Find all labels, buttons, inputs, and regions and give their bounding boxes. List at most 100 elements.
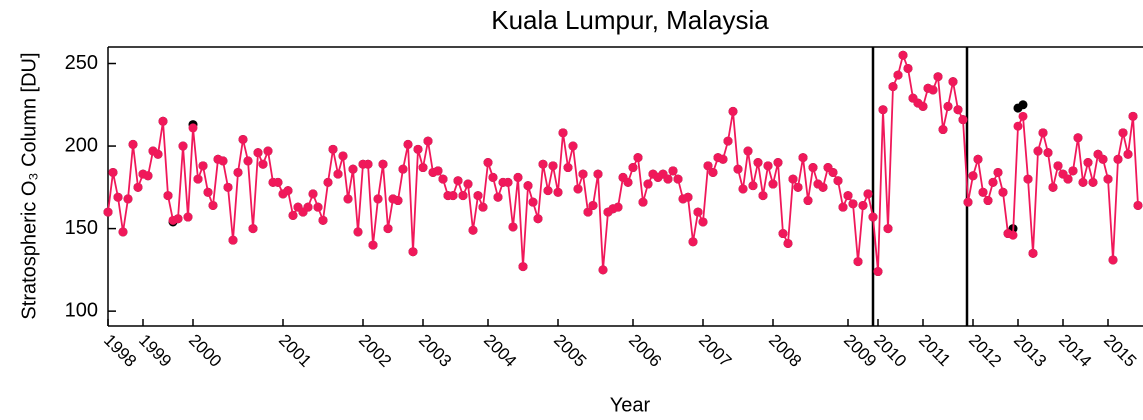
x-tick-label: 2006 [625, 331, 665, 371]
data-point [578, 169, 588, 179]
data-point [958, 115, 968, 125]
data-point [563, 163, 573, 173]
data-point [273, 177, 283, 187]
data-point [228, 235, 238, 245]
data-point [158, 116, 168, 126]
x-tick-label: 2005 [550, 331, 590, 371]
data-point [198, 161, 208, 171]
data-point [313, 202, 323, 212]
data-point [978, 187, 988, 197]
data-point [1068, 166, 1078, 176]
x-tick-label: 1999 [135, 331, 175, 371]
data-point [248, 224, 258, 234]
data-point [728, 106, 738, 116]
data-point [493, 192, 503, 202]
data-point [778, 229, 788, 239]
x-tick-label: 2011 [915, 331, 954, 370]
data-point [943, 101, 953, 111]
data-point [633, 153, 643, 163]
data-point [928, 85, 938, 95]
data-point [613, 202, 623, 212]
data-point [718, 154, 728, 164]
data-point [543, 186, 553, 196]
x-tick-label: 2002 [355, 331, 395, 371]
data-point [673, 174, 683, 184]
data-point [288, 210, 298, 220]
data-point [373, 194, 383, 204]
data-point [108, 167, 118, 177]
data-point [988, 177, 998, 187]
data-point [1018, 111, 1028, 121]
data-point [708, 167, 718, 177]
data-point [593, 169, 603, 179]
data-point [1128, 111, 1138, 121]
data-point [573, 184, 583, 194]
y-tick-label: 100 [65, 299, 98, 321]
data-point [703, 161, 713, 171]
data-point [483, 158, 493, 168]
data-point [873, 267, 883, 277]
data-point [973, 154, 983, 164]
data-point [848, 199, 858, 209]
data-point [393, 196, 403, 206]
data-point [438, 174, 448, 184]
data-point [1123, 149, 1133, 159]
data-point [403, 139, 413, 149]
data-point [343, 194, 353, 204]
data-point [143, 171, 153, 181]
x-tick-label: 2004 [480, 331, 520, 371]
data-point [803, 196, 813, 206]
data-point [1043, 148, 1053, 158]
data-point [763, 161, 773, 171]
data-point [508, 222, 518, 232]
x-tick-label: 2009 [840, 331, 880, 371]
data-point [733, 164, 743, 174]
data-point [758, 191, 768, 201]
y-axis-label: Stratospheric O₃ Column [DU] [18, 52, 40, 319]
data-point [693, 207, 703, 217]
data-point [998, 187, 1008, 197]
y-tick-label: 250 [65, 52, 98, 74]
data-point [413, 144, 423, 154]
x-tick-label: 2013 [1010, 331, 1050, 371]
data-point [1038, 128, 1048, 138]
data-point [748, 181, 758, 191]
data-point [473, 191, 483, 201]
data-point [308, 189, 318, 199]
x-tick-label: 2014 [1055, 331, 1095, 371]
data-point [783, 238, 793, 248]
data-point [163, 191, 173, 201]
data-point [953, 105, 963, 115]
data-point [963, 197, 973, 207]
data-point [888, 82, 898, 92]
x-tick-label: 2007 [695, 331, 735, 371]
data-point [638, 197, 648, 207]
data-point [853, 257, 863, 267]
x-tick-label: 2010 [870, 331, 910, 371]
data-point [353, 227, 363, 237]
data-point [253, 148, 263, 158]
data-point [398, 164, 408, 174]
data-point [1013, 121, 1023, 131]
data-point [798, 153, 808, 163]
data-point [173, 214, 183, 224]
data-point [513, 172, 523, 182]
data-point [378, 159, 388, 169]
data-point [528, 197, 538, 207]
data-point [1073, 133, 1083, 143]
data-point [333, 169, 343, 179]
data-point [303, 202, 313, 212]
data-point [768, 179, 778, 189]
data-point [258, 159, 268, 169]
data-point [1103, 174, 1113, 184]
data-point [843, 191, 853, 201]
data-point [123, 194, 133, 204]
data-point [583, 207, 593, 217]
data-point [318, 215, 328, 225]
data-point [838, 202, 848, 212]
data-point [328, 144, 338, 154]
data-point [628, 163, 638, 173]
data-point [938, 125, 948, 135]
data-point [453, 176, 463, 186]
